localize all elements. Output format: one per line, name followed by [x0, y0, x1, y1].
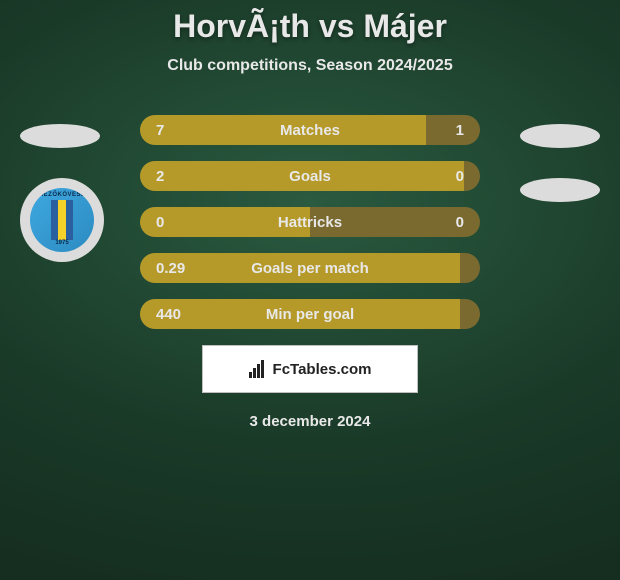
snapshot-date: 3 december 2024	[0, 413, 620, 430]
stat-right-value: 0	[456, 214, 464, 231]
stat-right-value: 0	[456, 168, 464, 185]
stat-bar-right-segment: 0	[310, 207, 480, 237]
bar-chart-icon	[249, 360, 267, 378]
stat-bar: 20Goals	[140, 161, 480, 191]
badge-year: 1975	[30, 240, 94, 246]
stat-bar-left-segment: 7	[140, 115, 426, 145]
badge-top-text: MEZŐKÖVESD	[30, 192, 94, 198]
stat-bar-right-segment	[460, 253, 480, 283]
stat-left-value: 2	[156, 168, 164, 185]
badge-shield-icon	[51, 200, 73, 240]
stat-bar: 71Matches	[140, 115, 480, 145]
stat-bar-right-segment: 0	[464, 161, 480, 191]
stat-right-value: 1	[456, 122, 464, 139]
stat-bar: 0.29Goals per match	[140, 253, 480, 283]
comparison-subtitle: Club competitions, Season 2024/2025	[0, 57, 620, 75]
stat-bar-right-segment: 1	[426, 115, 480, 145]
stat-bar: 440Min per goal	[140, 299, 480, 329]
comparison-title: HorvÃ¡th vs Májer	[0, 8, 620, 45]
stat-bar: 00Hattricks	[140, 207, 480, 237]
stat-left-value: 440	[156, 306, 181, 323]
stat-left-value: 7	[156, 122, 164, 139]
stat-bar-left-segment: 2	[140, 161, 464, 191]
player-right-avatar-placeholder	[520, 124, 600, 148]
brand-text: FcTables.com	[273, 361, 372, 378]
stat-bar-right-segment	[460, 299, 480, 329]
brand-watermark: FcTables.com	[202, 345, 418, 393]
stat-bar-left-segment: 440	[140, 299, 460, 329]
stat-left-value: 0	[156, 214, 164, 231]
club-left-badge: MEZŐKÖVESD 1975	[20, 178, 104, 262]
club-right-badge-placeholder	[520, 178, 600, 202]
stat-bar-left-segment: 0	[140, 207, 310, 237]
stat-left-value: 0.29	[156, 260, 185, 277]
player-left-avatar-placeholder	[20, 124, 100, 148]
stat-bar-left-segment: 0.29	[140, 253, 460, 283]
comparison-bars: 71Matches20Goals00Hattricks0.29Goals per…	[140, 115, 480, 329]
